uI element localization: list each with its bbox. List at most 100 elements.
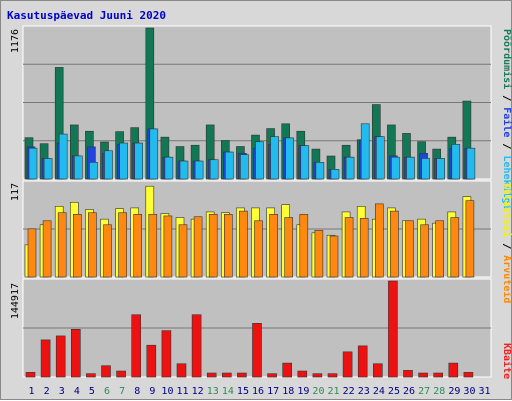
bar-kbytes-kbaite — [25, 372, 36, 378]
bar-kbytes-kbaite — [433, 372, 444, 378]
bar-kbytes-kbaite — [403, 370, 413, 378]
day-labels: 1 2 3 4 5 6 7 8 9 10 11 12 13 14 15 16 17 18 19 20 21 22 23 24 2… — [29, 386, 491, 397]
bar-kbytes-kbaite — [55, 335, 66, 378]
bar-kbytes-kbaite — [282, 362, 293, 378]
y-max-visits: 117 — [10, 183, 21, 201]
bar-hits-lehekülgi — [285, 137, 295, 180]
bar-kbytes-kbaite — [222, 372, 232, 378]
bar-kbytes-kbaite — [101, 365, 111, 378]
bar-kbytes-kbaite — [176, 363, 187, 378]
day-label: 13 — [207, 386, 219, 397]
bar-kbytes-kbaite — [40, 339, 51, 378]
bar-hits-lehekülgi — [240, 154, 249, 180]
day-label: 6 — [104, 386, 110, 397]
bar-visits-arvuteid — [163, 215, 173, 278]
bar-kbytes-kbaite — [237, 372, 247, 378]
bar-visits-arvuteid — [420, 224, 429, 278]
bar-hits-lehekülgi — [164, 156, 174, 180]
bar-kbytes-kbaite — [388, 280, 398, 378]
bar-kbytes-kbaite — [448, 362, 459, 378]
legend-lehekulgi: Lehekülgi — [501, 155, 512, 209]
day-label: 11 — [177, 386, 189, 397]
bar-visits-arvuteid — [284, 217, 294, 278]
day-label: 3 — [59, 386, 65, 397]
bar-visits-arvuteid — [27, 228, 37, 278]
day-label: 5 — [89, 386, 95, 397]
legend-arvuteid: Arvuteid — [501, 255, 512, 303]
bar-visits-arvuteid — [435, 220, 445, 278]
bar-visits-arvuteid — [344, 217, 354, 278]
bar-visits-arvuteid — [254, 220, 263, 278]
legend-poordumisi: Pöördumisi — [501, 29, 512, 89]
bar-visits-arvuteid — [465, 200, 475, 278]
bar-visits-arvuteid — [450, 217, 460, 278]
bar-visits-arvuteid — [329, 235, 339, 278]
bar-visits-arvuteid — [208, 214, 218, 278]
bar-visits-arvuteid — [73, 214, 82, 278]
bar-hits-lehekülgi — [360, 123, 370, 180]
bar-kbytes-kbaite — [206, 372, 217, 378]
bar-kbytes-kbaite — [297, 370, 308, 378]
bar-kbytes-kbaite — [131, 314, 141, 378]
bar-hits-lehekülgi — [134, 142, 143, 180]
bar-hits-lehekülgi — [28, 147, 38, 180]
bar-kbytes-kbaite — [71, 329, 81, 378]
day-label: 18 — [282, 386, 294, 397]
day-label: 9 — [149, 386, 155, 397]
bar-hits-lehekülgi — [345, 156, 355, 180]
day-label: 19 — [297, 386, 309, 397]
day-label: 14 — [222, 386, 234, 397]
legend-kbaite: KBaite — [501, 343, 512, 379]
bar-kbytes-kbaite — [327, 373, 338, 378]
bar-visits-arvuteid — [239, 210, 248, 278]
bar-kbytes-kbaite — [418, 372, 428, 378]
legend-sep: / — [501, 89, 512, 107]
bar-hits-lehekülgi — [466, 147, 476, 180]
bar-visits-arvuteid — [118, 212, 127, 278]
bar-kbytes-kbaite — [161, 330, 172, 378]
legend-sep: / — [501, 137, 512, 155]
bar-visits-arvuteid — [374, 203, 384, 278]
day-label: 12 — [192, 386, 204, 397]
bar-hits-lehekülgi — [391, 156, 400, 180]
day-label: 2 — [44, 386, 50, 397]
bar-hits-lehekülgi — [119, 142, 128, 180]
day-label: 22 — [343, 386, 355, 397]
bar-visits-arvuteid — [57, 212, 67, 278]
bar-hits-lehekülgi — [330, 169, 340, 180]
bar-kbytes-kbaite — [342, 351, 353, 378]
bar-hits-lehekülgi — [43, 158, 53, 180]
bar-visits-arvuteid — [42, 220, 52, 278]
bar-kbytes-kbaite — [463, 372, 474, 378]
bar-visits-arvuteid — [193, 216, 203, 278]
day-label: 28 — [433, 386, 445, 397]
bar-visits-arvuteid — [103, 224, 112, 278]
day-label: 27 — [418, 386, 430, 397]
bar-hits-lehekülgi — [421, 158, 430, 180]
bar-hits-lehekülgi — [194, 160, 204, 180]
bar-hits-lehekülgi — [406, 156, 415, 180]
bar-kbytes-kbaite — [312, 373, 323, 378]
bar-hits-lehekülgi — [315, 162, 325, 180]
day-label: 21 — [328, 386, 340, 397]
bar-kbytes-kbaite — [357, 345, 368, 378]
day-label: 10 — [161, 386, 173, 397]
legend-hits-files-pages: Pöördumisi / Faile / Lehekülgi — [501, 29, 512, 210]
bar-visits-arvuteid — [299, 214, 309, 278]
day-label: 17 — [267, 386, 279, 397]
bar-hits-lehekülgi — [104, 150, 113, 180]
day-label: 20 — [312, 386, 324, 397]
bar-visits-arvuteid — [405, 220, 414, 278]
bar-kbytes-kbaite — [191, 314, 202, 378]
bar-hits-lehekülgi — [74, 155, 83, 180]
day-label: 15 — [237, 386, 249, 397]
bar-kbytes-kbaite — [86, 373, 96, 378]
day-label: 25 — [388, 386, 400, 397]
day-label: 30 — [463, 386, 475, 397]
legend-faile: Faile — [501, 107, 512, 137]
day-label: 16 — [252, 386, 264, 397]
day-label: 8 — [134, 386, 140, 397]
bar-kbytes-kbaite — [252, 323, 262, 378]
